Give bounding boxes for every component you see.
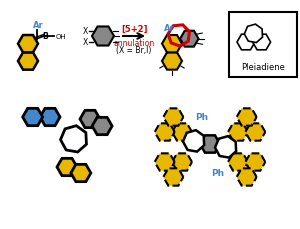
Polygon shape bbox=[18, 36, 38, 53]
Polygon shape bbox=[253, 35, 271, 51]
Polygon shape bbox=[237, 35, 255, 51]
Text: Pleiadiene: Pleiadiene bbox=[241, 63, 285, 72]
Polygon shape bbox=[162, 53, 182, 70]
Polygon shape bbox=[155, 124, 175, 141]
Polygon shape bbox=[228, 154, 248, 171]
Text: Ar: Ar bbox=[164, 24, 174, 33]
Polygon shape bbox=[163, 169, 183, 186]
Polygon shape bbox=[162, 36, 182, 53]
Polygon shape bbox=[80, 111, 100, 128]
Polygon shape bbox=[237, 109, 257, 126]
Polygon shape bbox=[172, 124, 192, 141]
Polygon shape bbox=[92, 118, 112, 135]
Polygon shape bbox=[200, 136, 220, 153]
Polygon shape bbox=[40, 109, 60, 126]
Text: annulation: annulation bbox=[113, 39, 154, 48]
Polygon shape bbox=[244, 25, 262, 43]
Polygon shape bbox=[180, 32, 199, 47]
Polygon shape bbox=[57, 159, 77, 176]
Text: B: B bbox=[42, 32, 47, 41]
Text: Ar: Ar bbox=[33, 21, 44, 30]
Polygon shape bbox=[18, 53, 38, 70]
Polygon shape bbox=[61, 126, 86, 152]
Polygon shape bbox=[215, 136, 236, 158]
Polygon shape bbox=[237, 169, 257, 186]
Polygon shape bbox=[172, 154, 192, 171]
Polygon shape bbox=[163, 109, 183, 126]
Text: Ph: Ph bbox=[212, 168, 225, 177]
Text: (X = Br,I): (X = Br,I) bbox=[116, 46, 152, 55]
Text: OH: OH bbox=[56, 33, 66, 40]
Polygon shape bbox=[245, 154, 265, 171]
Polygon shape bbox=[92, 27, 114, 46]
Text: Ph: Ph bbox=[195, 112, 208, 121]
Polygon shape bbox=[183, 131, 204, 152]
Text: [5+2]: [5+2] bbox=[121, 25, 147, 34]
Polygon shape bbox=[245, 124, 265, 141]
Polygon shape bbox=[155, 154, 175, 171]
Polygon shape bbox=[228, 124, 248, 141]
Text: X: X bbox=[83, 38, 88, 47]
Polygon shape bbox=[71, 165, 91, 182]
Polygon shape bbox=[23, 109, 43, 126]
Bar bbox=[229, 13, 297, 78]
Text: X: X bbox=[83, 27, 88, 36]
